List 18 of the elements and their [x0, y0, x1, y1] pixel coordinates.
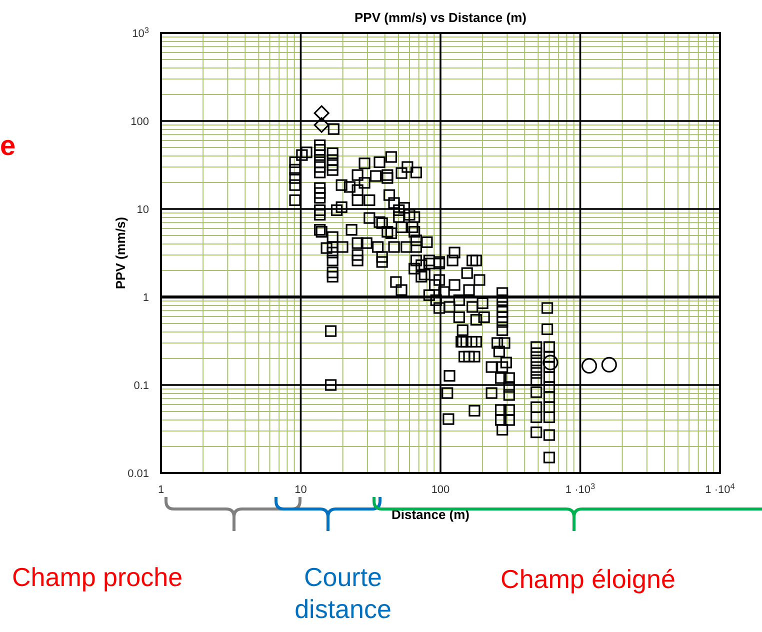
text: e: [0, 130, 16, 161]
y-tick-label: 0.1: [134, 380, 149, 392]
x-tick-label: 1 ·10$^{4}$: [705, 482, 736, 496]
y-tick-label: 10: [136, 204, 149, 216]
y-tick-label: 100: [130, 116, 149, 128]
x-tick-label: 1 ·10$^{3}$: [565, 482, 596, 496]
text: Courte distance: [294, 562, 392, 624]
text: Champ proche: [12, 562, 183, 592]
x-tick-label: 1: [158, 484, 164, 496]
y-axis-title: PPV (mm/s): [113, 216, 128, 290]
text: Champ éloigné: [500, 564, 676, 594]
x-tick-label: 10: [294, 484, 307, 496]
x-tick-label: 100: [431, 484, 450, 496]
y-tick-label: 10$^{3}$: [132, 26, 150, 40]
x-axis-title: Distance (m): [391, 507, 470, 522]
y-tick-label: 1: [142, 292, 149, 304]
y-tick-label: 0.01: [128, 468, 149, 480]
chart-title: PPV (mm/s) vs Distance (m): [354, 10, 526, 25]
